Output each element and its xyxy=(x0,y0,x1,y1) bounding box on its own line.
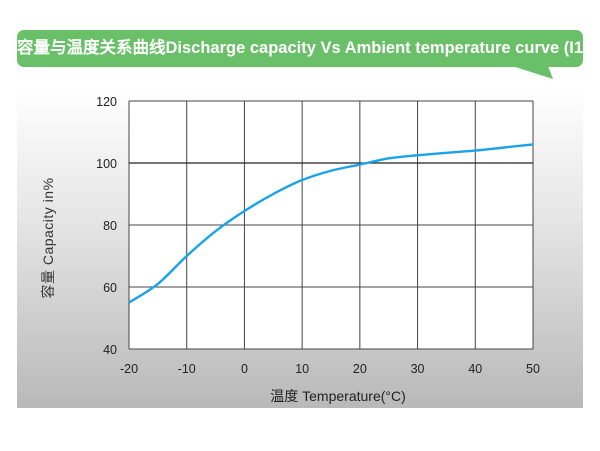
y-tick-label: 80 xyxy=(103,219,117,233)
x-tick-label: 0 xyxy=(241,362,248,376)
y-tick-label: 100 xyxy=(96,157,117,171)
y-axis-label: 容量 Capacity in% xyxy=(40,177,56,299)
x-tick-label: 50 xyxy=(526,362,540,376)
x-tick-label: 30 xyxy=(411,362,425,376)
y-tick-label: 60 xyxy=(103,281,117,295)
y-tick-label: 40 xyxy=(103,343,117,357)
y-tick-label: 120 xyxy=(96,95,117,109)
x-tick-label: 40 xyxy=(468,362,482,376)
x-tick-label: -10 xyxy=(178,362,196,376)
x-tick-label: -20 xyxy=(120,362,138,376)
capacity-curve xyxy=(128,143,534,304)
title-bubble xyxy=(17,30,583,67)
x-tick-label: 10 xyxy=(295,362,309,376)
x-axis-label: 温度 Temperature(°C) xyxy=(270,388,406,404)
chart-title: 容量与温度关系曲线Discharge capacity Vs Ambient t… xyxy=(17,39,600,57)
x-tick-label: 20 xyxy=(353,362,367,376)
